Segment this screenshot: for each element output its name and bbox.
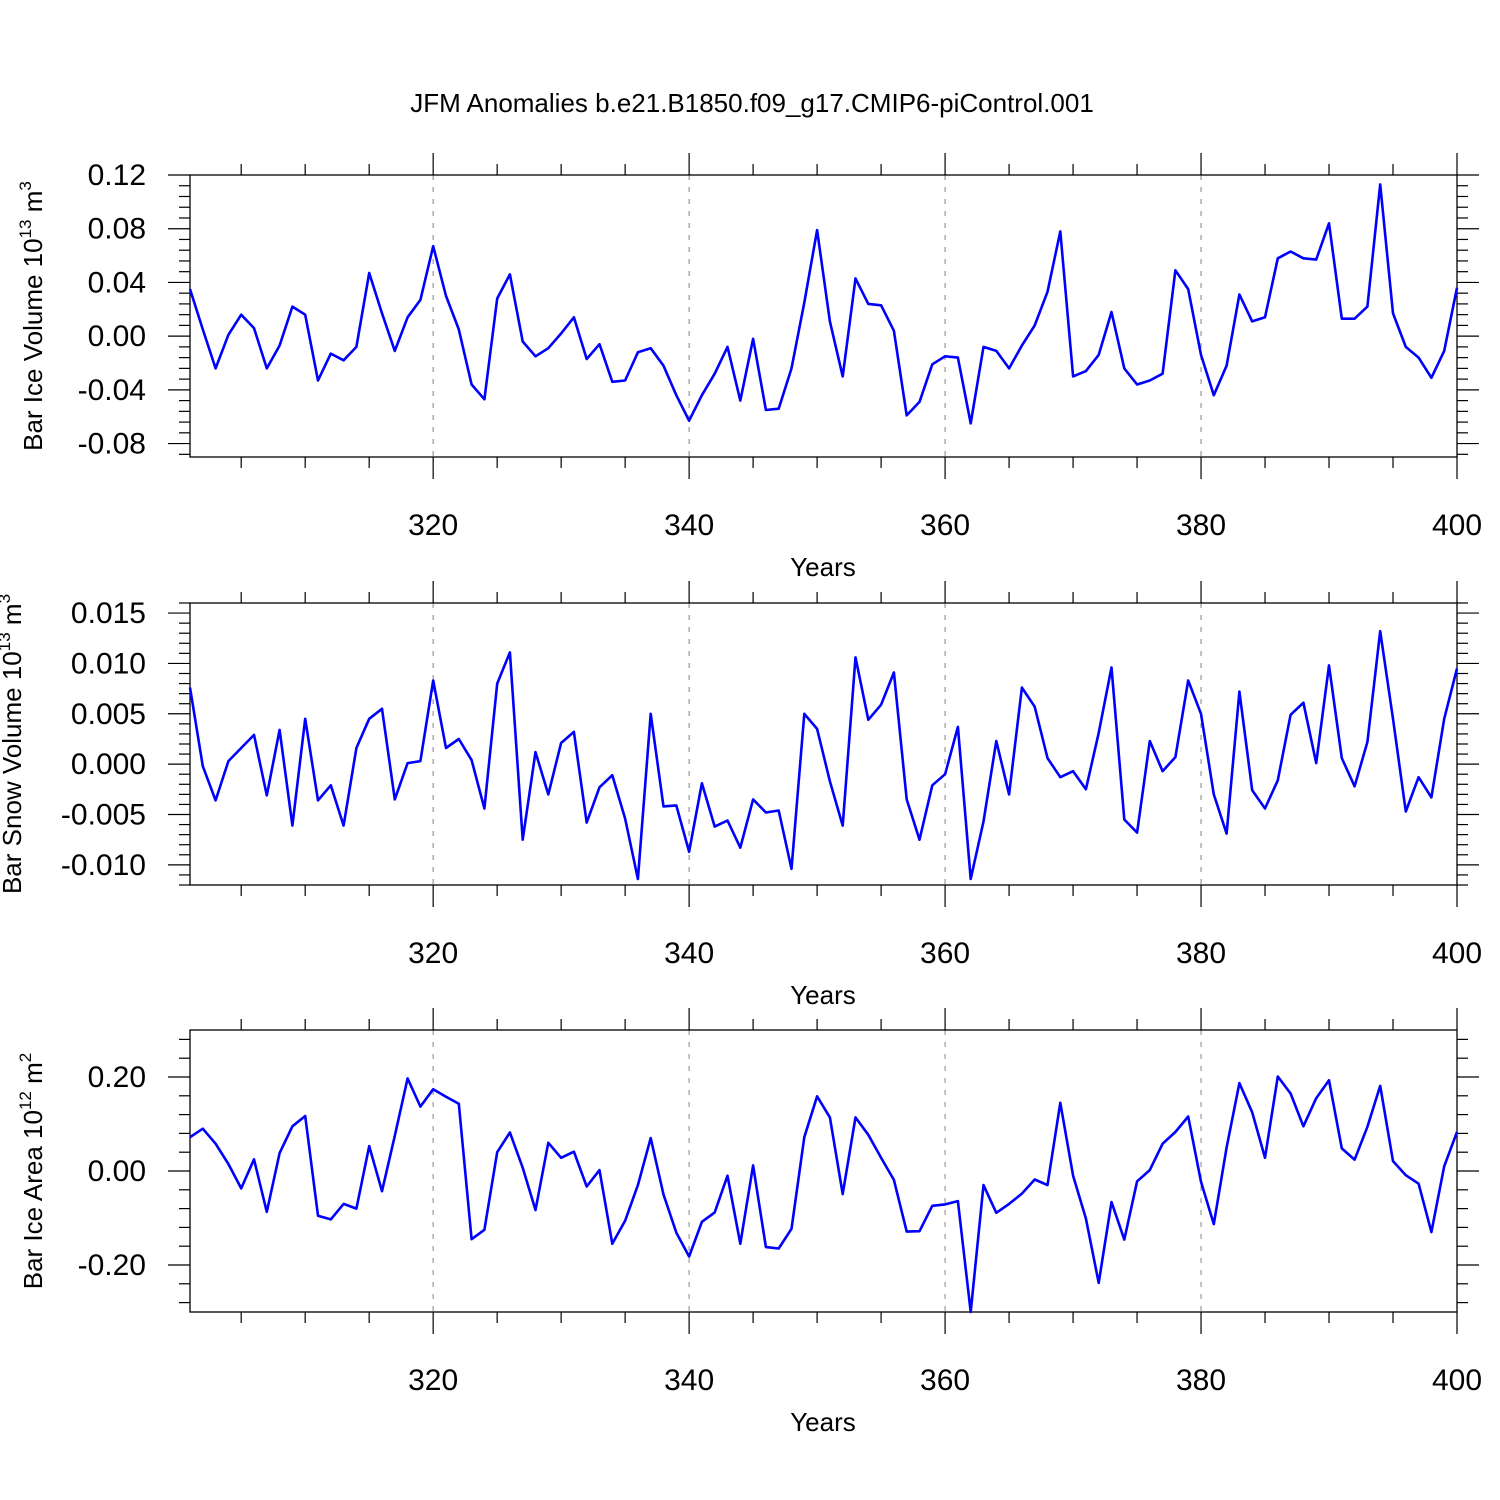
x-tick-label: 340 xyxy=(664,1364,714,1397)
y-axis-label-unit-exponent: 3 xyxy=(16,181,35,190)
x-tick-label: 340 xyxy=(664,509,714,542)
y-tick-label: -0.04 xyxy=(78,374,146,407)
y-tick-label: 0.005 xyxy=(71,698,146,731)
x-axis-label: Years xyxy=(790,552,856,582)
plot-frame xyxy=(189,602,1458,886)
y-tick-label: 0.015 xyxy=(71,597,146,630)
y-axis-label-unit-exponent: 3 xyxy=(0,594,14,603)
y-axis-label-unit: m xyxy=(0,603,27,632)
x-tick-label: 400 xyxy=(1432,937,1482,970)
data-series-line xyxy=(189,1075,1459,1314)
y-axis-label-exponent: 13 xyxy=(0,632,14,651)
chart-panels: -0.08 -0.04 0.00 0.04 0.08 0.12 320 340 360 380 40… xyxy=(0,153,1482,1437)
figure-title: JFM Anomalies b.e21.B1850.f09_g17.CMIP6-… xyxy=(410,88,1094,118)
y-tick-label: 0.00 xyxy=(88,320,146,353)
chart-panel-2: -0.010 -0.005 0.000 0.005 0.010 0.015 320 340 36… xyxy=(0,581,1482,1010)
x-tick-label: 400 xyxy=(1432,1364,1482,1397)
plot-frame xyxy=(189,1029,1458,1313)
y-tick-label: 0.12 xyxy=(88,159,146,192)
y-axis-label-unit: m xyxy=(18,191,48,220)
chart-panel-3: -0.20 0.00 0.20 320 340 360 380 400 Years Bar Ice… xyxy=(16,1008,1482,1437)
x-tick-label: 360 xyxy=(920,509,970,542)
x-axis-label: Years xyxy=(790,980,856,1010)
chart-panel-1: -0.08 -0.04 0.00 0.04 0.08 0.12 320 340 360 380 40… xyxy=(16,153,1482,582)
y-tick-label: -0.20 xyxy=(78,1249,146,1282)
y-tick-label: 0.04 xyxy=(88,266,146,299)
data-series-line xyxy=(188,183,1459,425)
y-axis-label-text: Bar Ice Area 10 xyxy=(18,1110,48,1289)
y-axis-label: Bar Snow Volume 1013 m3 xyxy=(0,594,27,894)
y-tick-label: -0.010 xyxy=(61,849,146,882)
y-axis-label-exponent: 12 xyxy=(16,1091,35,1110)
y-axis-label-text: Bar Snow Volume 10 xyxy=(0,651,27,894)
x-axis-label: Years xyxy=(790,1407,856,1437)
x-tick-label: 380 xyxy=(1176,509,1226,542)
x-tick-label: 320 xyxy=(408,1364,458,1397)
data-series-line xyxy=(188,629,1459,881)
x-tick-label: 320 xyxy=(408,937,458,970)
x-tick-label: 340 xyxy=(664,937,714,970)
x-tick-label: 380 xyxy=(1176,937,1226,970)
y-axis-label-exponent: 13 xyxy=(16,219,35,238)
x-tick-label: 360 xyxy=(920,1364,970,1397)
y-axis-label-text: Bar Ice Volume 10 xyxy=(18,238,48,450)
x-tick-label: 380 xyxy=(1176,1364,1226,1397)
y-axis-label: Bar Ice Volume 1013 m3 xyxy=(16,181,48,451)
y-tick-label: 0.20 xyxy=(88,1061,146,1094)
y-tick-label: -0.005 xyxy=(61,799,146,832)
y-axis-label-unit-exponent: 2 xyxy=(16,1053,35,1062)
plot-frame xyxy=(189,174,1458,458)
y-tick-label: 0.000 xyxy=(71,748,146,781)
x-tick-label: 320 xyxy=(408,509,458,542)
x-tick-label: 360 xyxy=(920,937,970,970)
y-axis-label: Bar Ice Area 1012 m2 xyxy=(16,1053,48,1290)
y-tick-label: 0.08 xyxy=(88,213,146,246)
x-tick-label: 400 xyxy=(1432,509,1482,542)
y-tick-label: 0.010 xyxy=(71,647,146,680)
y-tick-label: 0.00 xyxy=(88,1155,146,1188)
y-axis-label-unit: m xyxy=(18,1062,48,1091)
y-tick-label: -0.08 xyxy=(78,428,146,461)
